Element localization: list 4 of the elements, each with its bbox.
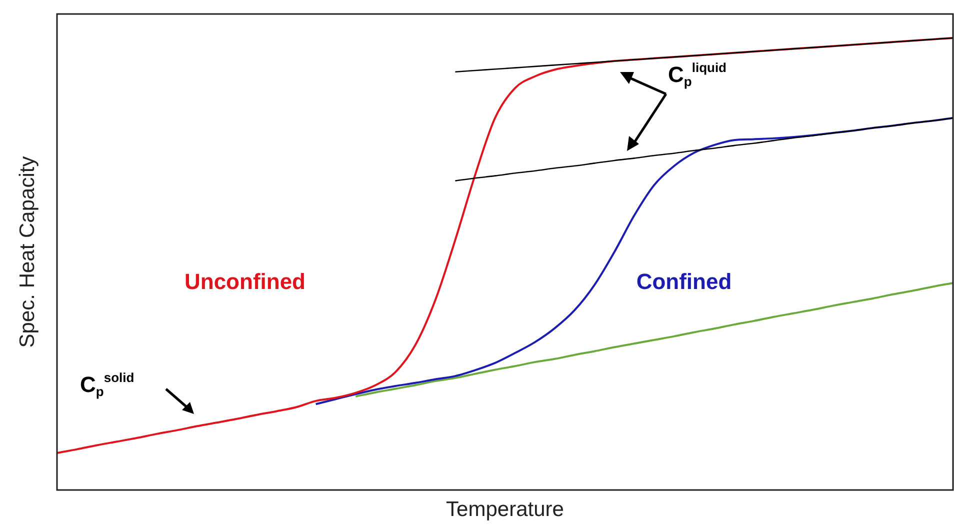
- y-axis-title: Spec. Heat Capacity: [16, 156, 40, 348]
- text: Unconfined: [184, 269, 306, 294]
- series-label: Confined: [636, 269, 732, 294]
- x-axis-title: Temperature: [446, 498, 564, 522]
